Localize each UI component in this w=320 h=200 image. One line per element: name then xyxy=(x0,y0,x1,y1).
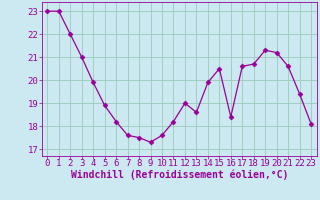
X-axis label: Windchill (Refroidissement éolien,°C): Windchill (Refroidissement éolien,°C) xyxy=(70,170,288,180)
